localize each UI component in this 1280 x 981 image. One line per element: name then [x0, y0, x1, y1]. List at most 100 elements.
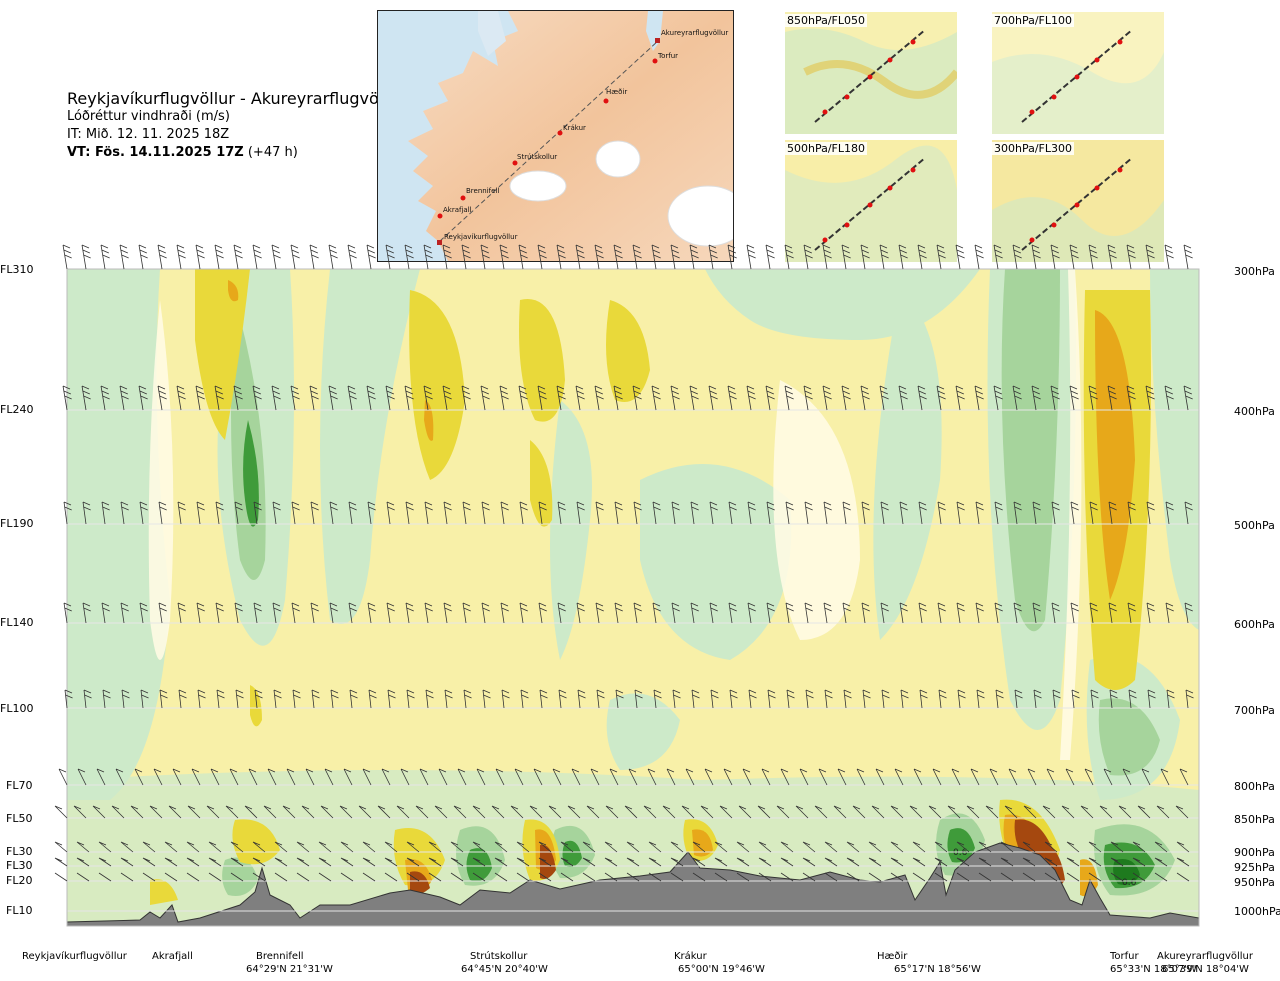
- wind-barb: [966, 805, 980, 819]
- wind-barb: [890, 872, 904, 882]
- wind-barb: [736, 857, 750, 867]
- wind-barb: [1154, 872, 1168, 882]
- wind-barb: [1132, 872, 1146, 882]
- wind-barb: [1109, 689, 1118, 709]
- hpa-label-700: 700hPa: [1234, 704, 1275, 717]
- fl-label-140: FL140: [0, 616, 34, 629]
- wind-barb: [880, 501, 889, 525]
- wind-barb: [842, 501, 851, 525]
- wind-barb: [786, 689, 795, 709]
- wind-barb: [340, 841, 354, 853]
- wind-barb: [970, 768, 980, 786]
- wind-barb: [761, 768, 771, 786]
- wind-barb: [329, 501, 338, 525]
- wind-barb: [404, 244, 414, 270]
- wind-barb: [273, 689, 282, 709]
- wind-barb: [208, 872, 222, 882]
- wind-barb: [252, 385, 262, 411]
- wind-barb: [230, 841, 244, 853]
- wind-barb: [871, 805, 885, 819]
- wind-barb: [296, 872, 310, 882]
- wind-barb: [955, 385, 965, 411]
- chart-title: Reykjavíkurflugvöllur - Akureyrarflugvöl…: [67, 89, 405, 108]
- wind-barb: [784, 244, 794, 270]
- wind-barb: [1032, 501, 1041, 525]
- wind-barb: [98, 841, 112, 853]
- location-label: Brennifell 64°29'N 21°31'W: [246, 951, 333, 975]
- wind-barb: [518, 244, 528, 270]
- wind-barb: [912, 872, 926, 882]
- wind-barb: [1000, 857, 1014, 867]
- wind-barb: [1137, 805, 1151, 819]
- wind-barb: [1089, 501, 1098, 525]
- wind-barb: [396, 805, 410, 819]
- wind-barb: [318, 872, 332, 882]
- wind-barb: [274, 841, 288, 853]
- wind-barb: [613, 385, 623, 411]
- location-label: Reykjavíkurflugvöllur: [22, 951, 127, 962]
- wind-barb: [405, 501, 414, 525]
- wind-barb: [700, 805, 714, 819]
- wind-barb: [804, 602, 813, 624]
- wind-barb: [824, 841, 838, 853]
- wind-barb: [822, 385, 832, 411]
- wind-barb: [1160, 768, 1170, 786]
- wind-barb: [928, 805, 942, 819]
- wind-barb: [102, 689, 111, 709]
- wind-barb: [100, 385, 110, 411]
- hpa-label-1000: 1000hPa: [1234, 905, 1280, 918]
- wind-barb: [62, 385, 72, 411]
- wind-barb: [296, 857, 310, 867]
- wind-barb: [310, 602, 319, 624]
- wind-barb: [736, 841, 750, 853]
- wind-barb: [594, 385, 604, 411]
- valid-time: VT: Fös. 14.11.2025 17Z (+47 h): [67, 144, 404, 162]
- wind-barb: [215, 602, 224, 624]
- wind-barb: [714, 857, 728, 867]
- wind-barb: [252, 841, 266, 853]
- chart-subtitle: Lóðréttur vindhraði (m/s): [67, 109, 230, 124]
- wind-barb: [767, 689, 776, 709]
- wind-barb: [271, 385, 281, 411]
- wind-barb: [153, 768, 163, 786]
- wind-barb: [73, 805, 87, 819]
- wind-barb: [233, 385, 243, 411]
- wind-barb: [329, 602, 338, 624]
- wind-barb: [130, 805, 144, 819]
- wind-barb: [472, 857, 486, 867]
- hpa-label-850: 850hPa: [1234, 813, 1275, 826]
- wind-barb: [899, 602, 908, 624]
- wind-barb: [461, 385, 471, 411]
- wind-barb: [274, 872, 288, 882]
- wind-barb: [119, 385, 129, 411]
- wind-barb: [1069, 385, 1079, 411]
- wind-barb: [989, 768, 999, 786]
- wind-barb: [1065, 768, 1075, 786]
- wind-barb: [856, 768, 866, 786]
- wind-barb: [1046, 768, 1056, 786]
- wind-barb: [510, 805, 524, 819]
- wind-barb: [652, 602, 661, 624]
- wind-barb: [766, 501, 775, 525]
- wind-barb: [747, 602, 756, 624]
- wind-barb: [101, 602, 110, 624]
- wind-barb: [633, 501, 642, 525]
- wind-barb: [480, 385, 490, 411]
- wind-barb: [1070, 501, 1079, 525]
- wind-barb: [405, 602, 414, 624]
- wind-barb: [685, 768, 695, 786]
- wind-barb: [976, 689, 985, 709]
- wind-barb: [1108, 501, 1117, 525]
- wind-barb: [780, 841, 794, 853]
- wind-barb: [633, 602, 642, 624]
- wind-barb: [442, 244, 452, 270]
- wind-barb: [1183, 244, 1193, 270]
- wind-barb: [692, 841, 706, 853]
- wind-barb: [368, 689, 377, 709]
- wind-barb: [96, 768, 106, 786]
- wind-barb: [1051, 602, 1060, 624]
- wind-barb: [187, 805, 201, 819]
- wind-barb: [823, 602, 832, 624]
- wind-barb: [214, 244, 224, 270]
- wind-barb: [340, 872, 354, 882]
